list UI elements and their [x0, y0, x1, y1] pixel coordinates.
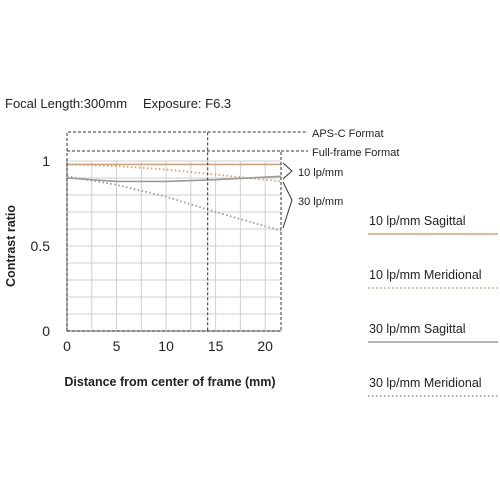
- series-line-2: [66, 163, 282, 183]
- x-tick-label: 5: [113, 338, 121, 354]
- legend: 10 lp/mm Sagittal 10 lp/mm Meridional 30 l…: [368, 214, 498, 397]
- x-axis-label: Distance from center of frame (mm): [64, 375, 275, 389]
- tick-labels: 0 5 10 15 20 0 0.5 1: [31, 153, 274, 354]
- legend-label-4: 30 lp/mm Meridional: [369, 376, 482, 390]
- fullframe-format-label: Full-frame Format: [312, 147, 399, 159]
- apsc-format-label: APS-C Format: [312, 128, 384, 140]
- series-line-3: [66, 175, 282, 183]
- annotation-lines: [207, 131, 308, 229]
- legend-label-3: 30 lp/mm Sagittal: [369, 322, 466, 336]
- grid: [66, 160, 281, 332]
- exposure-text: Exposure: F6.3: [143, 96, 231, 111]
- format-frames: [66, 131, 282, 332]
- freq-10-bracket: [282, 162, 293, 180]
- focal-length-text: Focal Length:300mm: [5, 96, 127, 111]
- y-tick-label: 0: [42, 323, 50, 339]
- series-line-4: [66, 175, 282, 232]
- series-lines: [66, 163, 282, 232]
- legend-label-2: 10 lp/mm Meridional: [369, 268, 482, 282]
- x-tick-label: 15: [208, 338, 224, 354]
- x-tick-label: 20: [257, 338, 273, 354]
- freq-10-label: 10 lp/mm: [298, 167, 343, 179]
- y-tick-label: 0.5: [31, 238, 51, 254]
- y-tick-label: 1: [42, 153, 50, 169]
- legend-label-1: 10 lp/mm Sagittal: [369, 214, 466, 228]
- y-axis-label: Contrast ratio: [4, 205, 18, 287]
- freq-30-label: 30 lp/mm: [298, 196, 343, 208]
- freq-30-bracket: [282, 181, 293, 229]
- fullframe-format-frame: [66, 150, 282, 331]
- apsc-format-frame: [66, 131, 209, 331]
- x-tick-label: 10: [158, 338, 174, 354]
- x-tick-label: 0: [63, 338, 71, 354]
